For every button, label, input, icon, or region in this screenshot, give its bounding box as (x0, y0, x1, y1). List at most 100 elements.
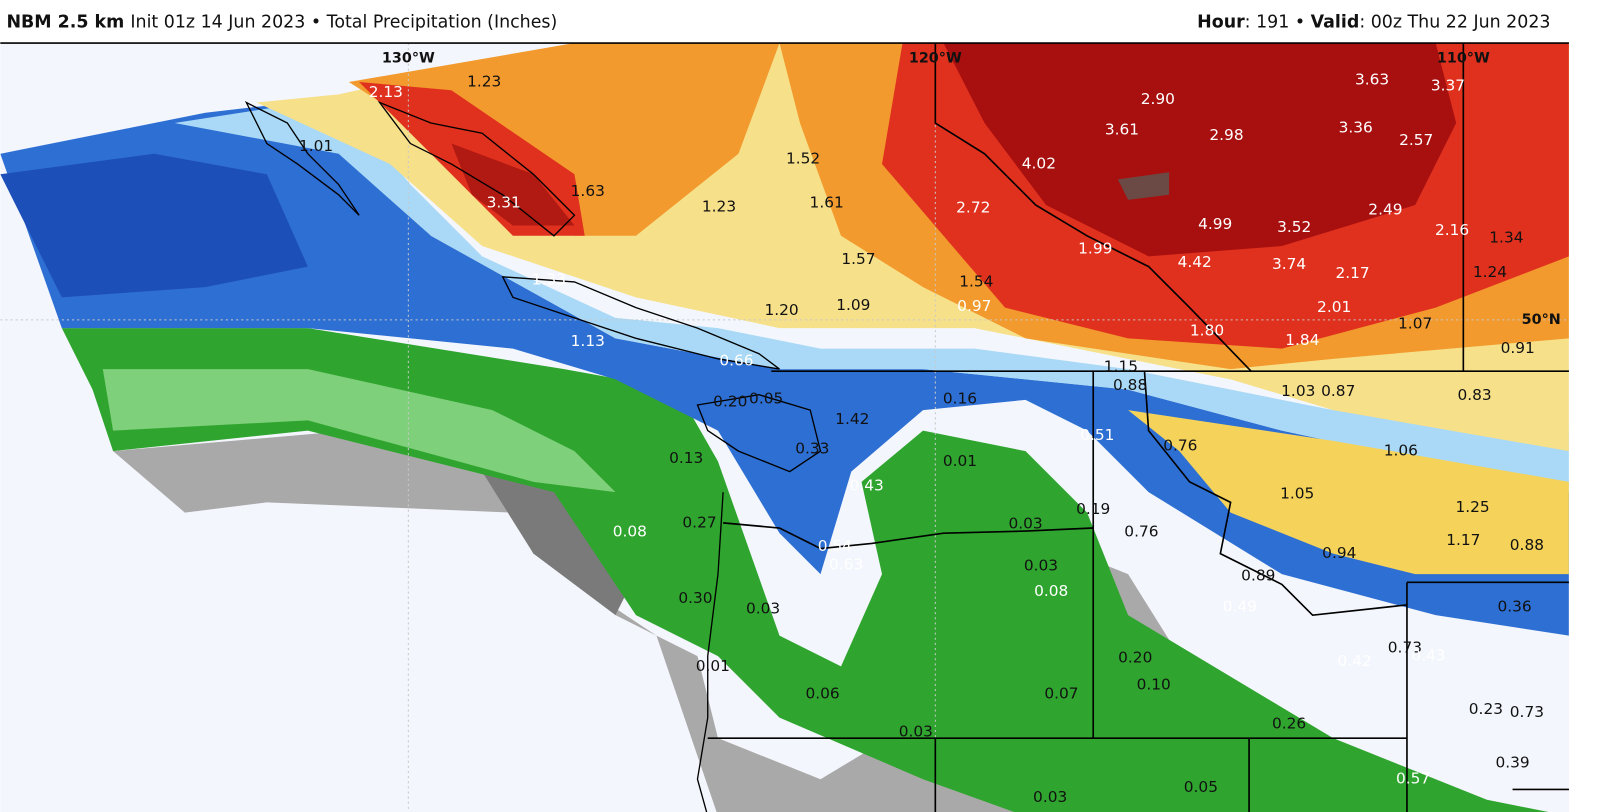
precip-value: 3.37 (1431, 77, 1465, 95)
graticule-label: 120°W (909, 50, 962, 66)
valid-text: : 00z Thu 22 Jun 2023 (1359, 13, 1550, 33)
precip-value: 3.36 (1339, 119, 1373, 137)
precip-value: 0.27 (682, 513, 716, 531)
graticule-label: 110°W (1437, 50, 1490, 66)
model-name: NBM 2.5 km (6, 13, 124, 33)
precip-value: 2.49 (1368, 201, 1402, 219)
precip-value: 0.03 (1033, 788, 1067, 806)
precip-value: 1.07 (1398, 314, 1432, 332)
hour-label: Hour (1197, 13, 1245, 33)
precip-value: 1.20 (764, 301, 798, 319)
precip-value: 0.97 (957, 297, 991, 315)
precip-value: 0.03 (746, 600, 780, 618)
precip-value: 0.30 (678, 589, 712, 607)
precip-value: 0.20 (1118, 649, 1152, 667)
header-left: NBM 2.5 km Init 01z 14 Jun 2023 • Total P… (6, 13, 557, 33)
precip-value: 1.99 (1078, 240, 1112, 258)
precip-value: 2.98 (1209, 126, 1243, 144)
precip-value: 1.06 (1384, 442, 1418, 460)
graticule-label: 130°W (382, 50, 435, 66)
precip-value: 0.76 (1124, 523, 1158, 541)
precip-value: 0.16 (943, 389, 977, 407)
precip-value: 1.03 (1281, 382, 1315, 400)
precip-value: 0.73 (1388, 638, 1422, 656)
precip-value: 0.43 (850, 476, 884, 494)
precip-value: 3.61 (1105, 121, 1139, 139)
precip-value: 0.73 (1510, 703, 1544, 721)
precip-value: 1.23 (702, 198, 736, 216)
precip-value: 2.72 (956, 199, 990, 217)
precip-value: 0.88 (1113, 376, 1147, 394)
precip-value: 0.13 (669, 449, 703, 467)
precip-value: 0.51 (1080, 426, 1114, 444)
precip-value: 1.15 (1104, 358, 1138, 376)
precip-value: 1.34 (1489, 228, 1523, 246)
run-info: Init 01z 14 Jun 2023 • Total Precipitati… (130, 13, 557, 33)
precip-value: 4.42 (1178, 253, 1212, 271)
precip-value: 4.99 (1198, 215, 1232, 233)
precip-value: 0.08 (613, 523, 647, 541)
hour-text: : 191 • (1245, 13, 1311, 33)
precip-value: 1.63 (571, 182, 605, 200)
precip-value: 2.16 (1435, 221, 1469, 239)
precip-value: 0.07 (1044, 685, 1078, 703)
precip-value: 1.42 (835, 410, 869, 428)
precip-value: 0.43 (1411, 647, 1445, 665)
precip-value: 1.33 (532, 270, 566, 288)
precip-value: 1.17 (1446, 531, 1480, 549)
precip-value: 3.63 (1355, 70, 1389, 88)
header-right: Hour: 191 • Valid: 00z Thu 22 Jun 2023 (1197, 13, 1550, 33)
precip-value: 0.89 (1241, 567, 1275, 585)
precip-value: 0.57 (1396, 770, 1430, 788)
precip-value: 0.91 (1501, 339, 1535, 357)
precip-value: 4.02 (1022, 155, 1056, 173)
precip-value: 0.03 (1008, 514, 1042, 532)
precip-value: 0.76 (1163, 436, 1197, 454)
precip-value: 0.20 (713, 392, 747, 410)
precip-value: 0.05 (749, 389, 783, 407)
precip-value: 0.66 (719, 351, 753, 369)
precip-value: 2.17 (1336, 264, 1370, 282)
precip-value: 0.49 (1223, 597, 1257, 615)
precip-value: 2.57 (1399, 131, 1433, 149)
precip-value: 0.01 (943, 452, 977, 470)
precip-value: 3.31 (487, 194, 521, 212)
precip-value: 0.26 (1272, 714, 1306, 732)
precip-value: 1.01 (299, 137, 333, 155)
precip-value: 1.84 (1285, 331, 1319, 349)
precip-value: 0.83 (1458, 386, 1492, 404)
precip-value: 0.05 (1184, 778, 1218, 796)
precip-value: 0.01 (696, 657, 730, 675)
precip-value: 0.39 (1495, 753, 1529, 771)
precip-value: 0.36 (1497, 597, 1531, 615)
precip-value: 2.90 (1141, 90, 1175, 108)
precip-value: 1.05 (1280, 485, 1314, 503)
precip-value: 1.13 (571, 332, 605, 350)
borders (244, 43, 1569, 812)
precip-value: 1.09 (836, 296, 870, 314)
precip-value: 0.88 (1510, 536, 1544, 554)
precip-value: 3.74 (1272, 255, 1306, 273)
precip-value: 0.94 (1322, 544, 1356, 562)
precip-value: 0.19 (1076, 500, 1110, 518)
graticule-label: 50°N (1522, 312, 1561, 328)
precip-value: 0.23 (1469, 700, 1503, 718)
precip-value: 1.57 (841, 250, 875, 268)
precip-value: 1.24 (1473, 263, 1507, 281)
precip-value: 1.23 (467, 73, 501, 91)
precip-value: 0.03 (899, 723, 933, 741)
precip-value: 1.80 (1190, 322, 1224, 340)
precip-value: 0.33 (795, 440, 829, 458)
precip-value: 1.25 (1455, 498, 1489, 516)
precip-value: 0.87 (1321, 382, 1355, 400)
precip-value: 0.10 (1137, 675, 1171, 693)
precip-value: 0.54 (818, 537, 852, 555)
precip-value: 1.52 (786, 149, 820, 167)
valid-label: Valid (1311, 13, 1360, 33)
precip-value: 0.63 (829, 555, 863, 573)
precip-value: 0.03 (1024, 556, 1058, 574)
precip-value: 0.06 (805, 685, 839, 703)
precip-value: 2.01 (1317, 298, 1351, 316)
precip-value: 3.52 (1277, 218, 1311, 236)
